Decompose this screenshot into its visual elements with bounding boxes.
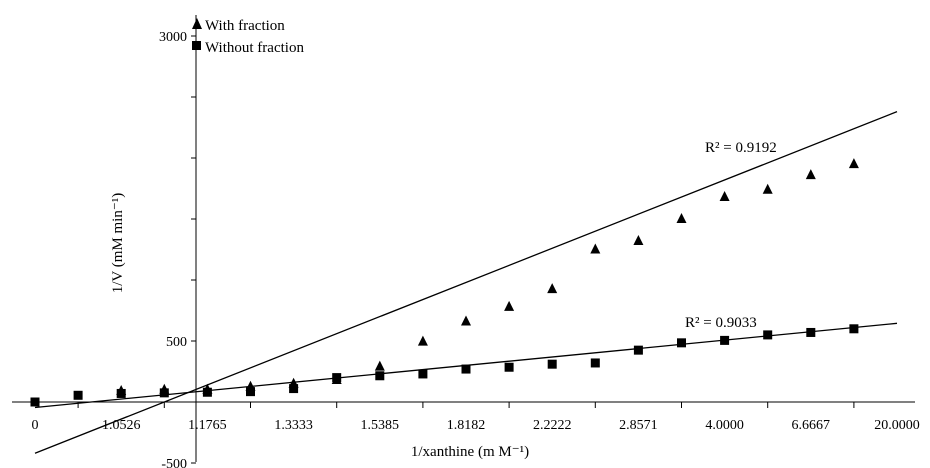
x-tick-label: 20.0000	[874, 418, 920, 433]
x-ticks: 0 1.0526 1.1765 1.3333 1.5385 1.8182 2.2222 2.8…	[32, 402, 920, 433]
point-with-fraction	[848, 158, 859, 169]
point-without-fraction	[30, 397, 40, 407]
x-tick-label: 0	[32, 418, 39, 433]
axes	[12, 15, 915, 462]
legend-marker-without-fraction	[192, 41, 201, 50]
point-without-fraction	[849, 324, 859, 334]
point-with-fraction	[547, 283, 558, 294]
data-markers	[30, 158, 859, 407]
point-without-fraction	[246, 387, 255, 397]
x-tick-label: 6.6667	[792, 418, 831, 433]
point-without-fraction	[590, 358, 600, 368]
legend-label-with-fraction: With fraction	[205, 18, 285, 34]
point-without-fraction	[720, 335, 730, 345]
legend-marker-with-fraction	[192, 18, 202, 29]
legend-label-without-fraction: Without fraction	[205, 40, 304, 56]
point-without-fraction	[73, 390, 83, 400]
y-tick-label: 3000	[159, 30, 187, 45]
point-with-fraction	[676, 213, 687, 223]
point-without-fraction	[159, 388, 169, 398]
point-with-fraction	[374, 360, 385, 371]
y-tick-label: 500	[166, 335, 187, 350]
point-without-fraction	[418, 369, 428, 379]
point-without-fraction	[504, 362, 514, 372]
point-without-fraction	[116, 388, 126, 398]
x-tick-label: 2.8571	[619, 418, 658, 433]
point-with-fraction	[719, 191, 730, 202]
legend: With fraction Without fraction	[192, 18, 304, 56]
point-with-fraction	[805, 169, 816, 180]
point-without-fraction	[202, 387, 212, 397]
r2-label-without-fraction: R² = 0.9033	[685, 315, 757, 331]
point-with-fraction	[590, 243, 601, 254]
point-without-fraction	[375, 371, 385, 381]
point-without-fraction	[763, 330, 773, 340]
x-tick-label: 1.0526	[102, 418, 141, 433]
point-without-fraction	[332, 373, 342, 383]
point-without-fraction	[289, 384, 299, 394]
x-tick-label: 1.8182	[447, 418, 486, 433]
trendline-with-fraction	[34, 111, 898, 454]
point-without-fraction	[633, 345, 643, 355]
point-without-fraction	[547, 359, 557, 369]
point-with-fraction	[504, 300, 515, 311]
y-ticks: -500 500 3000	[159, 30, 196, 468]
point-without-fraction	[677, 338, 686, 348]
point-with-fraction	[417, 335, 428, 346]
point-with-fraction	[633, 234, 644, 245]
point-with-fraction	[461, 315, 471, 326]
y-axis-label: 1/V (mM min⁻¹)	[110, 193, 126, 293]
x-axis-label: 1/xanthine (m M⁻¹)	[411, 444, 529, 460]
point-without-fraction	[806, 327, 816, 337]
y-tick-label: -500	[161, 457, 187, 468]
r2-label-with-fraction: R² = 0.9192	[705, 140, 777, 156]
x-tick-label: 2.2222	[533, 418, 572, 433]
x-tick-label: 1.1765	[188, 418, 227, 433]
point-with-fraction	[762, 183, 773, 194]
x-tick-label: 4.0000	[705, 418, 744, 433]
x-tick-label: 1.5385	[361, 418, 400, 433]
point-without-fraction	[461, 364, 471, 374]
x-tick-label: 1.3333	[274, 418, 313, 433]
